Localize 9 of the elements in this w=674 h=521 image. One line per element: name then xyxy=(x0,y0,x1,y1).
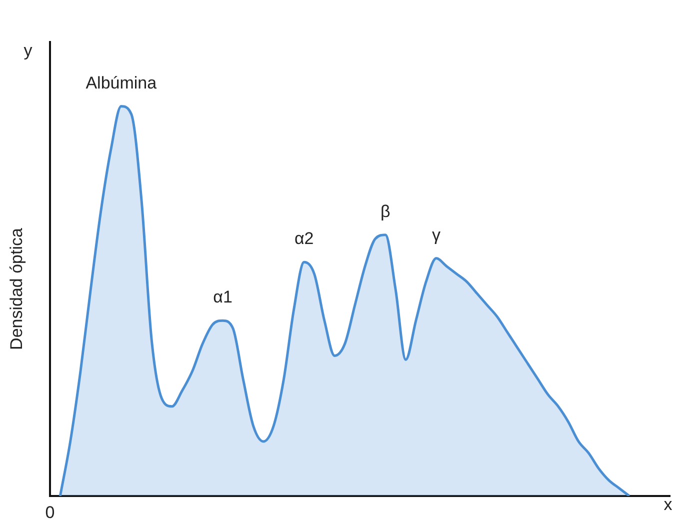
annotation: β xyxy=(380,202,391,221)
x-axis-title: x xyxy=(664,495,673,514)
annotation: Albúmina xyxy=(86,73,158,92)
text: 0 xyxy=(45,503,55,521)
annotation: α2 xyxy=(294,229,314,248)
annotation: α1 xyxy=(213,288,232,307)
annotation: γ xyxy=(432,225,441,244)
y-axis-title: Densidad óptica xyxy=(7,228,26,350)
text: y xyxy=(24,41,33,60)
